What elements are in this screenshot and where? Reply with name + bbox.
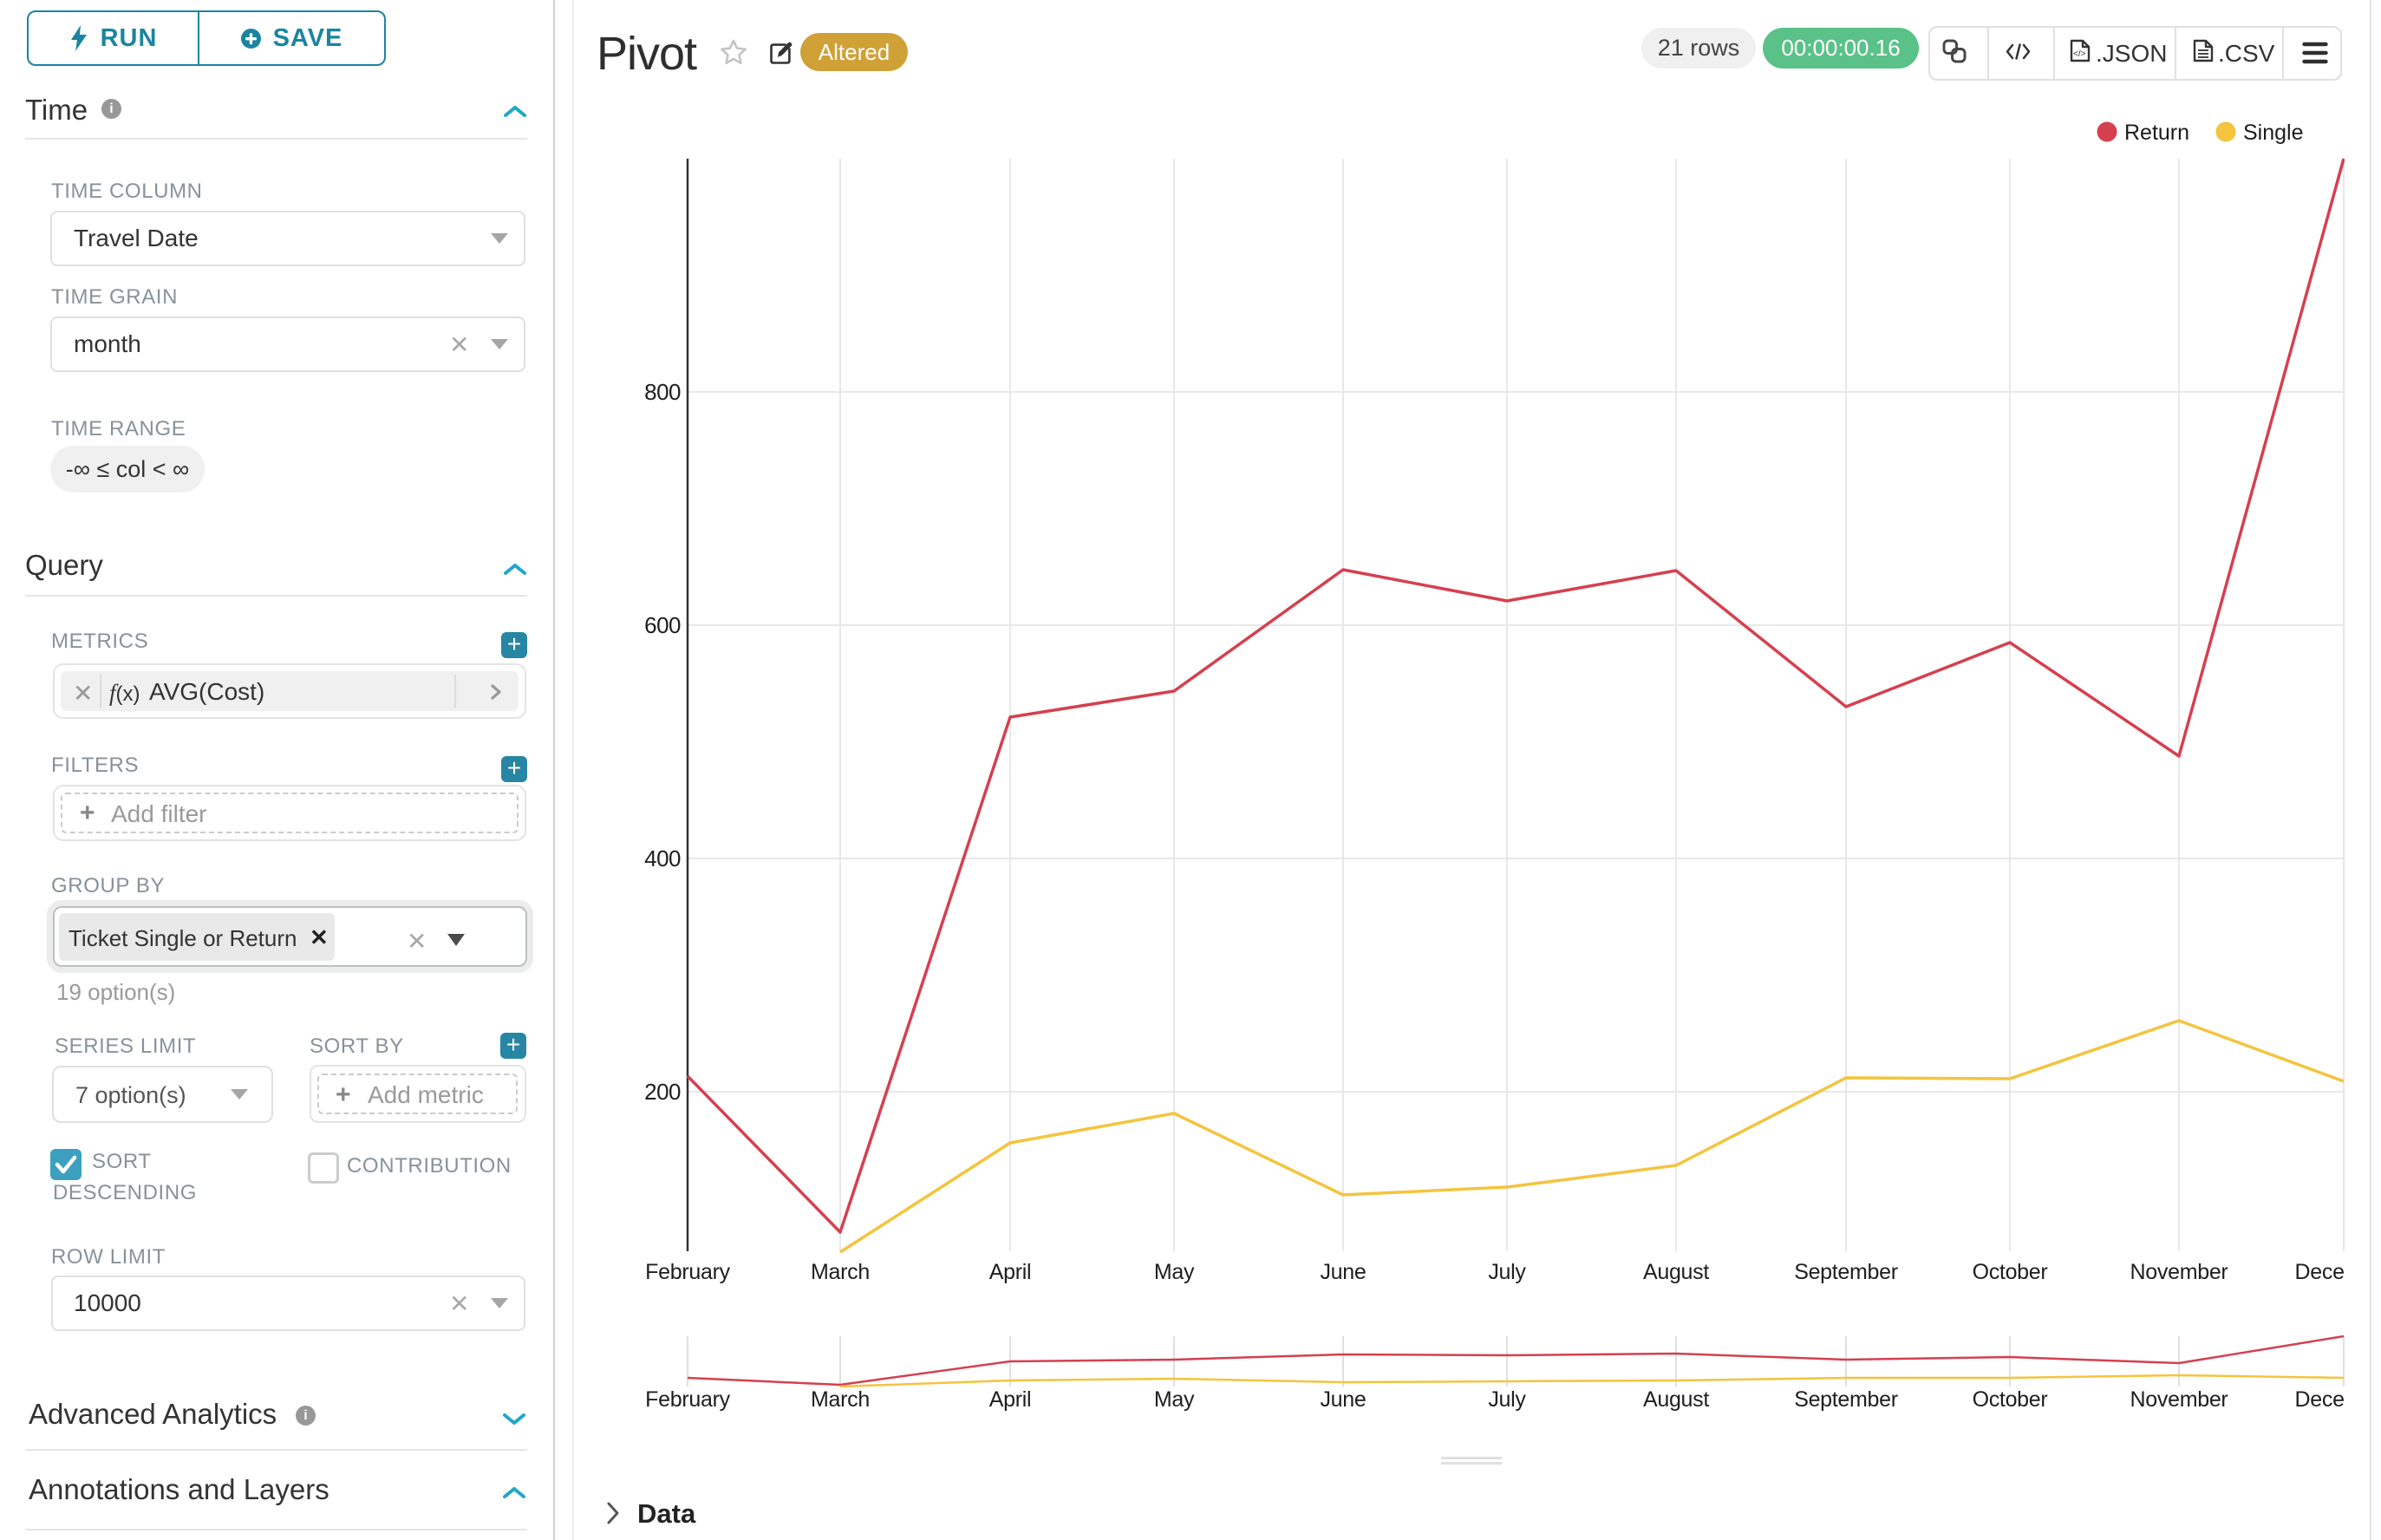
svg-text:August: August xyxy=(1643,1260,1709,1284)
svg-text:March: March xyxy=(811,1260,870,1284)
svg-text:600: 600 xyxy=(644,612,681,638)
svg-text:February: February xyxy=(645,1387,730,1412)
svg-text:April: April xyxy=(989,1387,1032,1412)
svg-text:August: August xyxy=(1643,1387,1709,1412)
svg-text:December: December xyxy=(2295,1387,2381,1412)
svg-text:February: February xyxy=(645,1260,730,1284)
svg-text:400: 400 xyxy=(644,845,681,871)
svg-text:November: November xyxy=(2130,1260,2228,1284)
svg-text:May: May xyxy=(1154,1260,1195,1284)
svg-text:July: July xyxy=(1488,1260,1526,1284)
svg-text:200: 200 xyxy=(644,1079,681,1105)
svg-text:June: June xyxy=(1320,1387,1366,1412)
svg-text:March: March xyxy=(811,1387,870,1412)
svg-text:December: December xyxy=(2295,1260,2381,1284)
svg-text:October: October xyxy=(1973,1260,2048,1284)
svg-text:September: September xyxy=(1794,1387,1898,1412)
svg-text:Return: Return xyxy=(2124,121,2189,145)
svg-text:800: 800 xyxy=(644,379,681,405)
svg-text:Single: Single xyxy=(2243,121,2304,145)
svg-text:October: October xyxy=(1973,1387,2048,1412)
svg-text:</>: </> xyxy=(2073,49,2086,59)
svg-text:July: July xyxy=(1488,1387,1526,1412)
svg-text:June: June xyxy=(1320,1260,1366,1284)
svg-text:May: May xyxy=(1154,1387,1195,1412)
svg-text:September: September xyxy=(1794,1260,1898,1284)
svg-text:November: November xyxy=(2130,1387,2228,1412)
svg-text:April: April xyxy=(989,1260,1032,1284)
